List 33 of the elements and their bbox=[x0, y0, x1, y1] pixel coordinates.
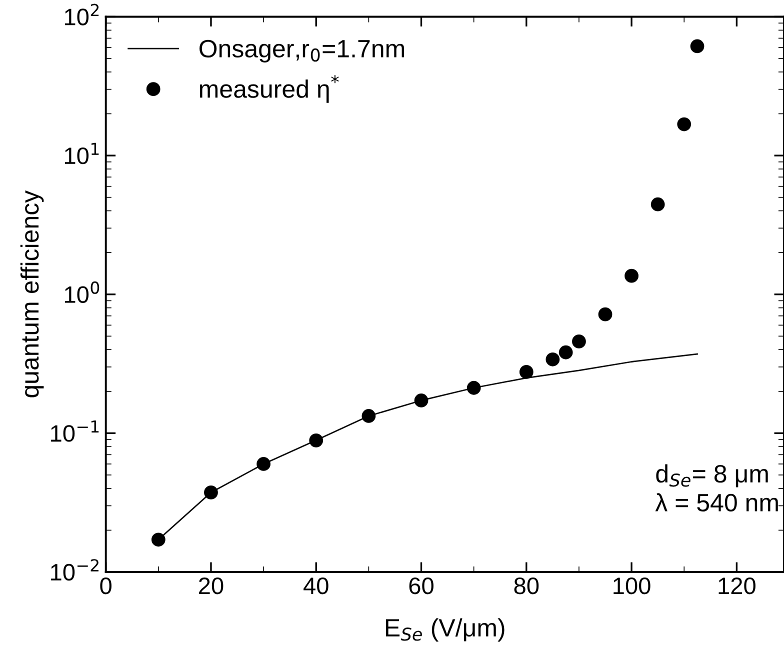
x-tick-label: 60 bbox=[409, 577, 434, 594]
point bbox=[466, 380, 481, 395]
x-tick-label: 40 bbox=[304, 577, 328, 594]
y-tick-label: 10$^{1}$ bbox=[65, 142, 99, 164]
x-tick-label: 120 bbox=[718, 577, 756, 594]
y-axis-title: quantum efficiency bbox=[20, 190, 44, 398]
point bbox=[624, 268, 638, 283]
point bbox=[546, 352, 560, 366]
point bbox=[598, 307, 612, 322]
point bbox=[572, 334, 586, 348]
x-tick-label: 100 bbox=[614, 577, 650, 594]
x-tick-label: 80 bbox=[514, 577, 539, 594]
legend-label: measured η$^{*}$ bbox=[200, 75, 339, 103]
y-tick-label: 10$^{−2}$ bbox=[51, 559, 98, 581]
point bbox=[558, 345, 573, 360]
point bbox=[151, 532, 166, 547]
x-tick-label: 0 bbox=[100, 577, 112, 594]
point bbox=[309, 433, 324, 448]
point bbox=[362, 409, 376, 423]
x-tick-label: 20 bbox=[199, 577, 224, 594]
point bbox=[677, 117, 692, 132]
point bbox=[690, 39, 704, 54]
legend-label: Onsager,r$_{0}$=1.7nm bbox=[200, 40, 404, 62]
y-tick-label: 10$^{−1}$ bbox=[51, 420, 99, 442]
point bbox=[519, 365, 534, 379]
y-tick-label: 10$^{2}$ bbox=[65, 4, 99, 26]
x-axis-title: E$_{Se}$ (V/μm) bbox=[386, 618, 504, 642]
point bbox=[204, 486, 218, 500]
point bbox=[256, 457, 270, 471]
y-tick-label: 10$^{0}$ bbox=[65, 281, 100, 303]
point bbox=[650, 197, 665, 212]
annotation: d$_{Se}$= 8 μm λ = 540 nm bbox=[655, 464, 778, 512]
point bbox=[414, 394, 428, 408]
